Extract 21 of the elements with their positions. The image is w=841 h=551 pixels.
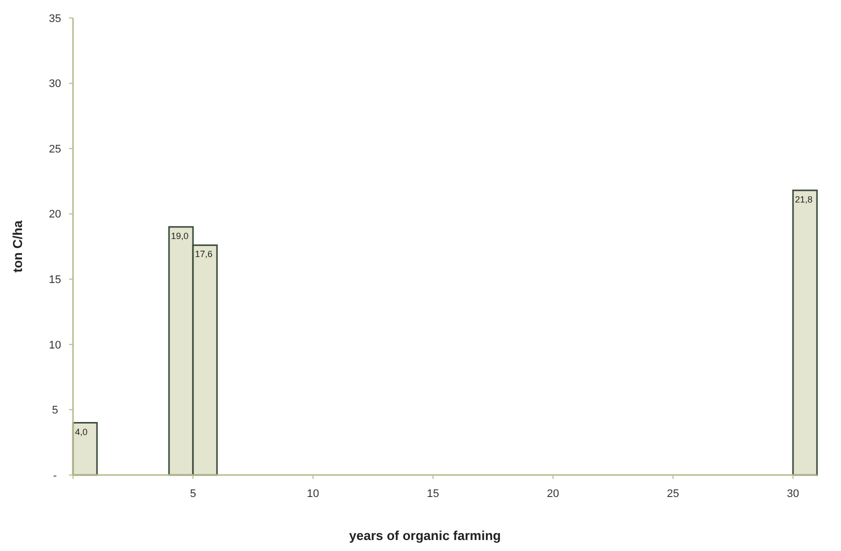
y-axis-title: ton C/ha	[10, 220, 25, 272]
y-tick-label: 5	[52, 404, 58, 417]
x-tick-label: 30	[786, 488, 800, 500]
data-label: 21,8	[795, 194, 813, 204]
y-tick-label: -	[53, 470, 58, 482]
x-tick-label: 20	[546, 488, 560, 500]
x-axis-title: years of organic farming	[349, 528, 501, 543]
data-label: 4,0	[75, 426, 88, 437]
y-tick-label: 10	[48, 339, 62, 352]
y-tick-label: 25	[48, 143, 62, 156]
x-tick-label: 10	[306, 488, 320, 500]
y-tick-label: 15	[48, 274, 62, 286]
data-label: 19,0	[171, 230, 189, 241]
x-tick-label: 15	[426, 488, 440, 500]
data-label: 17,6	[195, 249, 213, 260]
y-tick-label: 20	[48, 208, 62, 221]
x-tick-label: 5	[190, 488, 196, 500]
y-tick-label: 35	[48, 12, 62, 25]
y-tick-label: 30	[48, 78, 62, 90]
bar	[792, 190, 818, 476]
x-tick-label: 25	[666, 488, 680, 500]
